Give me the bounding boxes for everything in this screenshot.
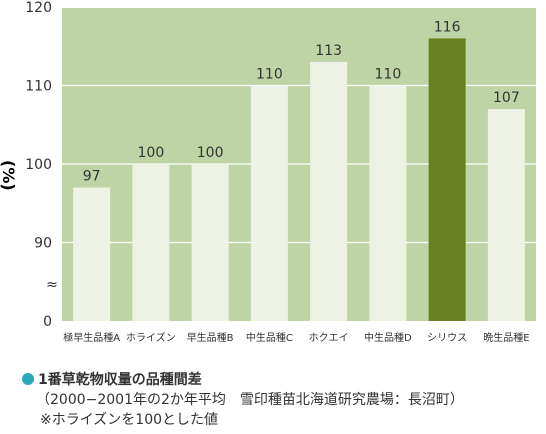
x-axis-labels: 極早生品種A ホライズン 早生品種B 中生品種C ホクエイ 中生品種D シリウス 晩生品種E	[63, 331, 529, 344]
caption-title: 1番草乾物収量の品種間差	[38, 372, 202, 388]
bar-value-label: 116	[434, 19, 461, 35]
y-axis-ticks: 0 90 100 110 120	[25, 0, 52, 330]
bar	[73, 187, 111, 321]
y-tick-label: 120	[25, 0, 52, 16]
bars: 97 100 100 110 113 110 116 107	[73, 19, 525, 322]
x-tick-label: シリウス	[427, 332, 467, 344]
x-tick-label: 中生品種C	[246, 331, 293, 344]
y-tick-label: 100	[25, 157, 52, 173]
bar-value-label: 110	[256, 67, 283, 83]
caption-note: （2000−2001年の2か年平均 雪印種苗北海道研究農場：長沼町）	[36, 392, 464, 408]
x-tick-label: 晩生品種E	[483, 331, 529, 344]
axis-break-symbol: ≈	[46, 277, 58, 293]
bar-chart: 97 100 100 110 113 110 116 107 0 90 100 110 120 極早生…	[0, 0, 536, 344]
bar	[132, 164, 170, 321]
bar	[310, 61, 348, 321]
x-tick-label: 中生品種D	[364, 331, 412, 344]
x-tick-label: 早生品種B	[187, 331, 234, 344]
x-tick-label: ホライズン	[126, 331, 176, 344]
y-tick-label: 0	[43, 314, 52, 330]
bar	[369, 85, 407, 321]
bar-value-label: 110	[375, 67, 402, 83]
bar	[428, 38, 466, 322]
bar	[191, 164, 229, 321]
bar	[487, 109, 525, 321]
y-tick-label: 90	[34, 236, 52, 252]
x-tick-label: ホクエイ	[309, 332, 349, 344]
y-axis-label: (%)	[0, 160, 18, 191]
y-tick-label: 110	[25, 79, 52, 95]
bar	[250, 85, 288, 321]
bullet-icon	[22, 373, 34, 385]
x-tick-label: 極早生品種A	[63, 331, 120, 344]
bar-value-label: 107	[493, 90, 520, 106]
caption-footnote: ※ホライズンを100とした値	[40, 412, 219, 428]
bar-value-label: 97	[83, 169, 101, 185]
chart-caption: 1番草乾物収量の品種間差 （2000−2001年の2か年平均 雪印種苗北海道研究…	[22, 370, 464, 430]
bar-value-label: 113	[315, 43, 342, 59]
bar-value-label: 100	[197, 145, 224, 161]
bar-value-label: 100	[138, 145, 165, 161]
chart-area: 97 100 100 110 113 110 116 107 0 90 100 110 120 極早生…	[0, 0, 536, 344]
